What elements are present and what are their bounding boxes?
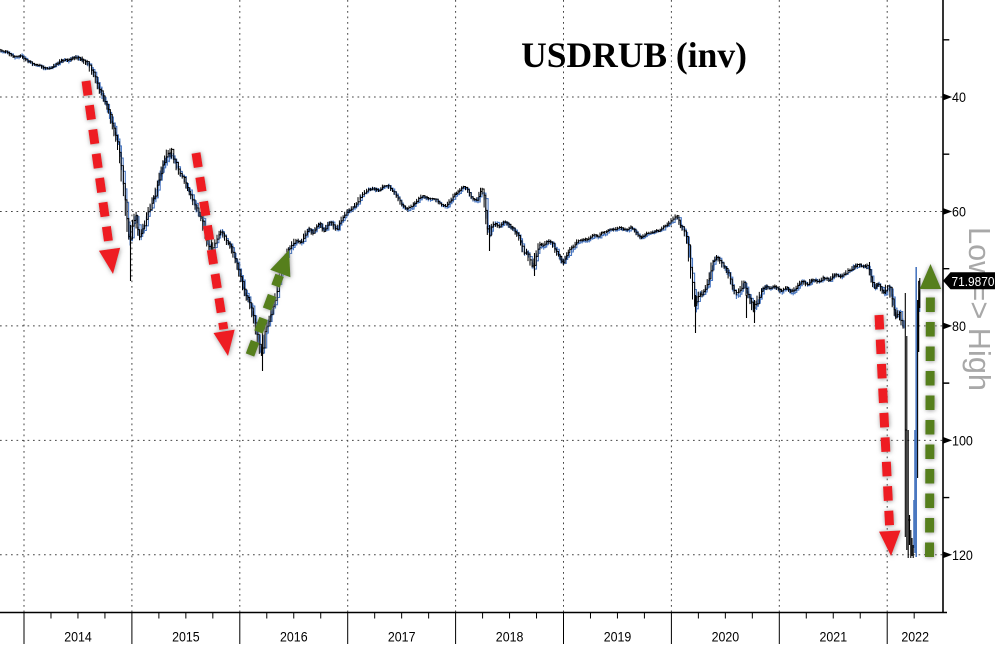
svg-text:40: 40 [952, 89, 966, 105]
svg-text:2018: 2018 [496, 629, 524, 645]
svg-text:71.9870: 71.9870 [952, 274, 995, 289]
svg-text:2014: 2014 [64, 629, 92, 645]
svg-text:2020: 2020 [712, 629, 740, 645]
svg-text:60: 60 [952, 203, 966, 219]
svg-text:2022: 2022 [901, 629, 929, 645]
svg-text:USDRUB (inv): USDRUB (inv) [521, 35, 747, 75]
svg-text:100: 100 [952, 432, 973, 448]
svg-text:120: 120 [952, 547, 973, 563]
svg-text:2021: 2021 [820, 629, 848, 645]
svg-text:2016: 2016 [280, 629, 308, 645]
svg-text:Low=> High: Low=> High [962, 227, 995, 391]
svg-text:2015: 2015 [172, 629, 200, 645]
svg-text:2019: 2019 [604, 629, 632, 645]
svg-text:2017: 2017 [388, 629, 416, 645]
svg-text:80: 80 [952, 318, 966, 334]
